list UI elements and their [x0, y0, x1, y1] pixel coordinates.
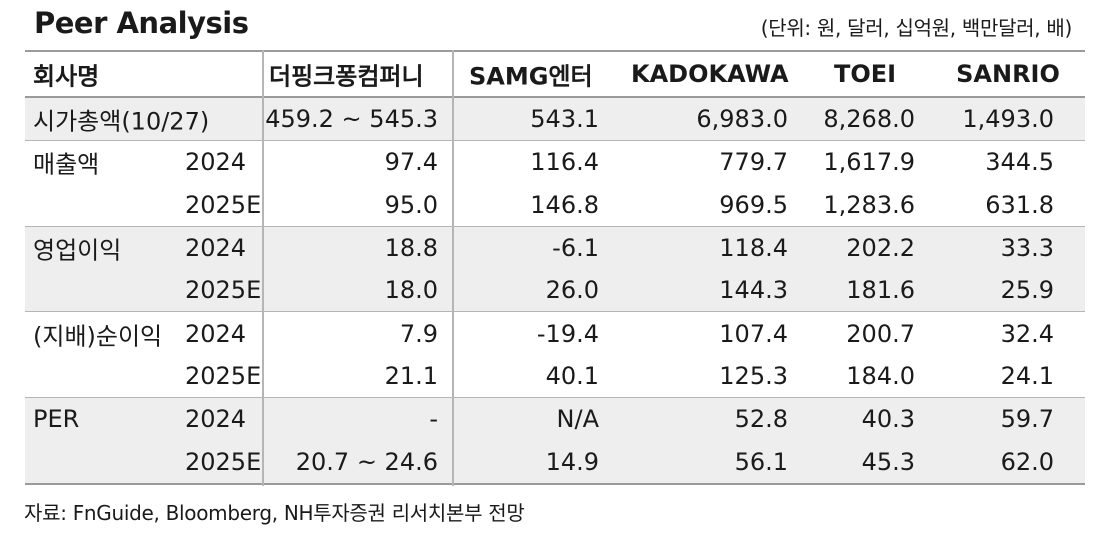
- cell-kadokawa: 125.3: [719, 361, 788, 390]
- cell-sanrio: 344.5: [985, 148, 1054, 177]
- cell-samg: N/A: [556, 405, 599, 434]
- cell-sanrio: 1,493.0: [962, 105, 1054, 134]
- peer-table: 회사명 더핑크퐁컴퍼니 SAMG엔터 KADOKAWA TOEI SANRIO …: [25, 50, 1085, 485]
- row-label: PER: [33, 405, 80, 434]
- row-year: 2025E: [185, 276, 262, 305]
- cell-sanrio: 32.4: [1000, 319, 1054, 348]
- column-header-company: 회사명: [33, 62, 100, 91]
- cell-toei: 1,617.9: [823, 148, 915, 177]
- column-header-pinkfong: 더핑크퐁컴퍼니: [269, 62, 424, 91]
- table-row: 2025E 21.1 40.1 125.3 184.0 24.1: [25, 355, 1085, 399]
- cell-toei: 40.3: [861, 405, 915, 434]
- cell-pinkfong: 459.2 ~ 545.3: [265, 105, 438, 134]
- cell-kadokawa: 144.3: [719, 276, 788, 305]
- cell-samg: 146.8: [530, 190, 599, 219]
- cell-toei: 202.2: [846, 234, 915, 263]
- cell-pinkfong: 7.9: [399, 319, 438, 348]
- row-year: 2024: [185, 319, 247, 348]
- table-row: (지배)순이익 2024 7.9 -19.4 107.4 200.7 32.4: [25, 312, 1085, 354]
- row-year: 2024: [185, 148, 247, 177]
- cell-sanrio: 24.1: [1000, 361, 1054, 390]
- cell-sanrio: 62.0: [1000, 447, 1054, 476]
- column-header-kadokawa: KADOKAWA: [631, 60, 789, 88]
- cell-samg: -19.4: [536, 319, 599, 348]
- cell-samg: 116.4: [530, 148, 599, 177]
- cell-toei: 8,268.0: [823, 105, 915, 134]
- table-row: 영업이익 2024 18.8 -6.1 118.4 202.2 33.3: [25, 226, 1085, 270]
- cell-pinkfong: 18.0: [384, 276, 438, 305]
- cell-pinkfong: -: [429, 405, 438, 434]
- cell-kadokawa: 118.4: [719, 234, 788, 263]
- unit-note: (단위: 원, 달러, 십억원, 백만달러, 배): [760, 16, 1073, 40]
- cell-toei: 184.0: [846, 361, 915, 390]
- row-label: 시가총액(10/27): [33, 107, 210, 136]
- column-header-samg: SAMG엔터: [469, 62, 593, 91]
- cell-pinkfong: 18.8: [384, 234, 438, 263]
- cell-samg: 543.1: [530, 105, 599, 134]
- table-row: 2025E 18.0 26.0 144.3 181.6 25.9: [25, 269, 1085, 313]
- cell-sanrio: 33.3: [1000, 234, 1054, 263]
- row-year: 2024: [185, 405, 247, 434]
- row-year: 2025E: [185, 361, 262, 390]
- cell-samg: 14.9: [545, 447, 599, 476]
- column-header-sanrio: SANRIO: [956, 60, 1060, 88]
- source-note: 자료: FnGuide, Bloomberg, NH투자증권 리서치본부 전망: [24, 501, 525, 525]
- row-year: 2024: [185, 234, 247, 263]
- column-header-toei: TOEI: [833, 60, 897, 88]
- cell-samg: 40.1: [545, 361, 599, 390]
- cell-kadokawa: 56.1: [734, 447, 788, 476]
- row-label: (지배)순이익: [33, 322, 163, 351]
- cell-kadokawa: 52.8: [734, 405, 788, 434]
- table-row: 시가총액(10/27) 459.2 ~ 545.3 543.1 6,983.0 …: [25, 98, 1085, 142]
- cell-kadokawa: 6,983.0: [696, 105, 788, 134]
- column-divider: [262, 50, 264, 486]
- cell-sanrio: 59.7: [1000, 405, 1054, 434]
- cell-toei: 200.7: [846, 319, 915, 348]
- cell-kadokawa: 779.7: [719, 148, 788, 177]
- cell-samg: -6.1: [552, 234, 599, 263]
- cell-kadokawa: 107.4: [719, 319, 788, 348]
- cell-toei: 181.6: [846, 276, 915, 305]
- cell-sanrio: 25.9: [1000, 276, 1054, 305]
- cell-samg: 26.0: [545, 276, 599, 305]
- cell-pinkfong: 95.0: [384, 190, 438, 219]
- cell-pinkfong: 97.4: [384, 148, 438, 177]
- cell-toei: 1,283.6: [823, 190, 915, 219]
- cell-pinkfong: 20.7 ~ 24.6: [295, 447, 438, 476]
- cell-toei: 45.3: [861, 447, 915, 476]
- cell-sanrio: 631.8: [985, 190, 1054, 219]
- table-row: PER 2024 - N/A 52.8 40.3 59.7: [25, 398, 1085, 441]
- page-title: Peer Analysis: [34, 6, 249, 40]
- cell-kadokawa: 969.5: [719, 190, 788, 219]
- row-year: 2025E: [185, 447, 262, 476]
- column-divider: [452, 50, 454, 486]
- row-label: 매출액: [33, 150, 100, 179]
- table-row: 2025E 95.0 146.8 969.5 1,283.6 631.8: [25, 184, 1085, 227]
- row-year: 2025E: [185, 190, 262, 219]
- cell-pinkfong: 21.1: [384, 361, 438, 390]
- table-row: 매출액 2024 97.4 116.4 779.7 1,617.9 344.5: [25, 141, 1085, 183]
- table-header-row: 회사명 더핑크퐁컴퍼니 SAMG엔터 KADOKAWA TOEI SANRIO: [25, 52, 1085, 98]
- table-row: 2025E 20.7 ~ 24.6 14.9 56.1 45.3 62.0: [25, 440, 1085, 485]
- row-label: 영업이익: [33, 236, 122, 265]
